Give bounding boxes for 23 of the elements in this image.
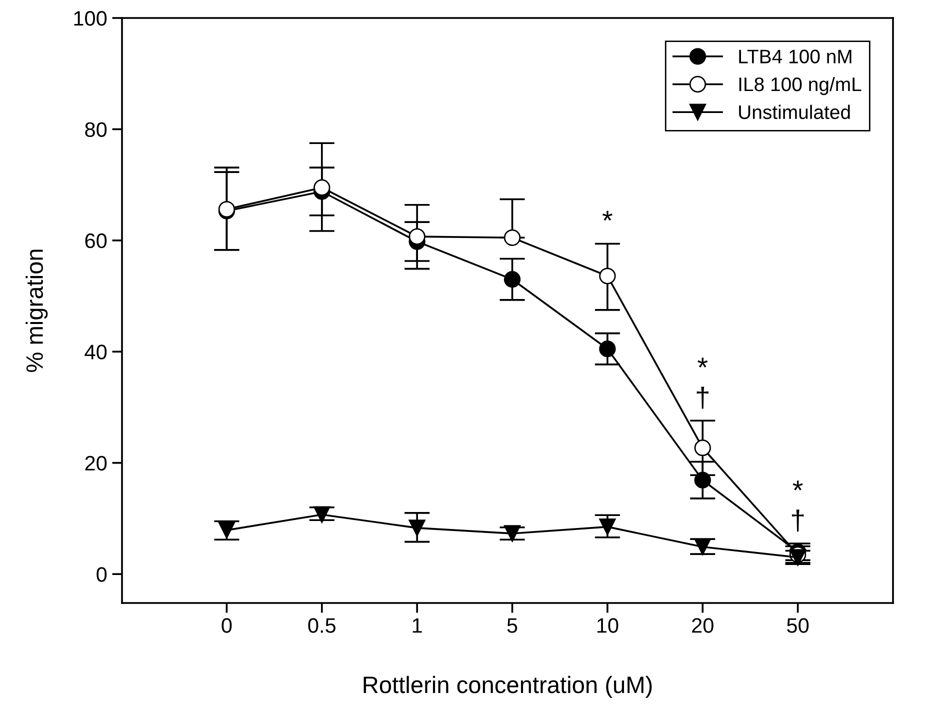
annotation: * (792, 480, 803, 490)
y-tick-label: 100 (74, 11, 107, 26)
y-tick-label: 40 (84, 344, 107, 360)
y-axis-title: % migration (26, 250, 48, 372)
y-tick-label: 0 (96, 567, 107, 582)
y-tick-label: 20 (85, 456, 107, 471)
legend-label: Unstimulated (739, 104, 850, 120)
x-tick-label: 10 (597, 618, 618, 633)
x-tick-label: 0.5 (308, 618, 336, 633)
y-tick-label: 60 (85, 233, 107, 248)
x-tick-label: 20 (692, 618, 714, 633)
x-tick-label: 0 (222, 618, 232, 633)
annotation: * (698, 358, 708, 368)
annotation: † (696, 386, 708, 409)
x-tick-label: 5 (507, 618, 518, 633)
annotation: * (602, 210, 612, 221)
x-tick-label: 1 (412, 618, 422, 633)
x-axis-title: Rottlerin concentration (uM) (364, 676, 652, 698)
x-tick-label: 50 (787, 618, 809, 633)
annotation: † (792, 510, 804, 532)
legend-label: LTB4 100 nM (739, 50, 852, 64)
legend-label: IL8 100 ng/mL (739, 76, 862, 96)
y-tick-label: 80 (85, 122, 107, 137)
